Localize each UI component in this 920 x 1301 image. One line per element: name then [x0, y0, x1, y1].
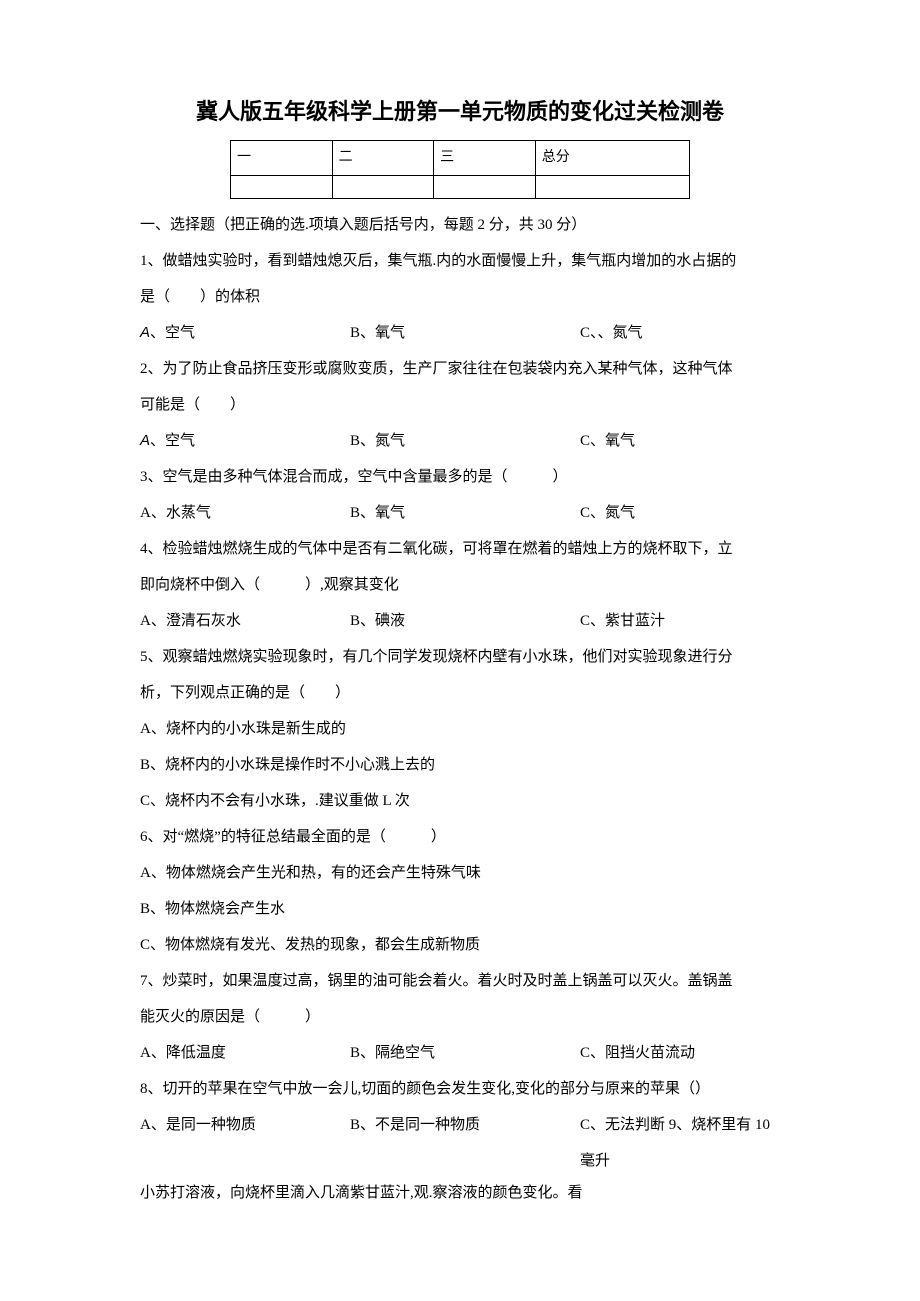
- question-8-stem: 8、切开的苹果在空气中放一会儿,切面的颜色会发生变化,变化的部分与原来的苹果（）: [140, 1071, 780, 1107]
- question-4-line1: 4、检验蜡烛燃烧生成的气体中是否有二氧化碳，可将罩在燃着的蜡烛上方的烧杯取下，立: [140, 531, 780, 567]
- q4-opt-b: B、碘液: [350, 603, 580, 639]
- q7-opt-a: A、降低温度: [140, 1035, 350, 1071]
- q3-opt-a: A、水蒸气: [140, 495, 350, 531]
- question-8-options: A、是同一种物质 B、不是同一种物质 C、无法判断 9、烧杯里有 10 毫升: [140, 1107, 780, 1179]
- question-3-stem: 3、空气是由多种气体混合而成，空气中含量最多的是（ ）: [140, 459, 780, 495]
- q5-opt-b: B、烧杯内的小水珠是操作时不小心溅上去的: [140, 747, 780, 783]
- question-1-line1: 1、做蜡烛实验时，看到蜡烛熄灭后，集气瓶.内的水面慢慢上升，集气瓶内增加的水占据…: [140, 243, 780, 279]
- q6-opt-b: B、物体燃烧会产生水: [140, 891, 780, 927]
- question-6-stem: 6、对“燃烧”的特征总结最全面的是（ ）: [140, 819, 780, 855]
- score-cell: [231, 175, 333, 198]
- score-col-total: 总分: [535, 141, 689, 176]
- q1-opt-b: B、氧气: [350, 315, 580, 351]
- q7-opt-c: C、阻挡火苗流动: [580, 1035, 780, 1071]
- q5-opt-c: C、烧杯内不会有小水珠，.建议重做 L 次: [140, 783, 780, 819]
- score-col-1: 一: [231, 141, 333, 176]
- score-cell: [535, 175, 689, 198]
- question-2-line2: 可能是（ ）: [140, 387, 780, 423]
- q2-opt-b: B、氮气: [350, 423, 580, 459]
- q3-opt-b: B、氧气: [350, 495, 580, 531]
- section-1-heading: 一、选择题（把正确的选.项填入题后括号内，每题 2 分，共 30 分）: [140, 207, 780, 243]
- q8-opt-c: C、无法判断 9、烧杯里有 10 毫升: [580, 1107, 780, 1179]
- question-2-line1: 2、为了防止食品挤压变形或腐败变质，生产厂家往往在包装袋内充入某种气体，这种气体: [140, 351, 780, 387]
- q1-opt-c: C、、氮气: [580, 315, 780, 351]
- q8-opt-a: A、是同一种物质: [140, 1107, 350, 1179]
- q7-opt-b: B、隔绝空气: [350, 1035, 580, 1071]
- question-4-line2: 即向烧杯中倒入（ ）,观察其变化: [140, 567, 780, 603]
- question-7-options: A、降低温度 B、隔绝空气 C、阻挡火苗流动: [140, 1035, 780, 1071]
- q3-opt-c: C、氮气: [580, 495, 780, 531]
- question-5-line2: 析，下列观点正确的是（ ）: [140, 675, 780, 711]
- score-col-3: 三: [434, 141, 536, 176]
- q2-opt-c: C、氧气: [580, 423, 780, 459]
- score-cell: [332, 175, 434, 198]
- q8-opt-b: B、不是同一种物质: [350, 1107, 580, 1179]
- q6-opt-c: C、物体燃烧有发光、发热的现象，都会生成新物质: [140, 927, 780, 963]
- question-9-tail: 小苏打溶液，向烧杯里滴入几滴紫甘蓝汁,观.察溶液的颜色变化。看: [140, 1181, 780, 1205]
- q2-opt-a: 、空气: [150, 433, 195, 449]
- score-table: 一 二 三 总分: [230, 140, 690, 199]
- question-2-options: A、空气 B、氮气 C、氧气: [140, 423, 780, 459]
- q1-opt-a: 、空气: [150, 325, 195, 341]
- question-3-options: A、水蒸气 B、氧气 C、氮气: [140, 495, 780, 531]
- score-cell: [434, 175, 536, 198]
- question-1-line2: 是（ ）的体积: [140, 279, 780, 315]
- question-7-line2: 能灭火的原因是（ ）: [140, 999, 780, 1035]
- question-7-line1: 7、炒菜时，如果温度过高，锅里的油可能会着火。着火时及时盖上锅盖可以灭火。盖锅盖: [140, 963, 780, 999]
- q4-opt-c: C、紫甘蓝汁: [580, 603, 780, 639]
- q4-opt-a: A、澄清石灰水: [140, 603, 350, 639]
- q5-opt-a: A、烧杯内的小水珠是新生成的: [140, 711, 780, 747]
- question-1-options: A、空气 B、氧气 C、、氮气: [140, 315, 780, 351]
- page-title: 冀人版五年级科学上册第一单元物质的变化过关检测卷: [140, 95, 780, 128]
- question-5-line1: 5、观察蜡烛燃烧实验现象时，有几个同学发现烧杯内壁有小水珠，他们对实验现象进行分: [140, 639, 780, 675]
- score-col-2: 二: [332, 141, 434, 176]
- q6-opt-a: A、物体燃烧会产生光和热，有的还会产生特殊气味: [140, 855, 780, 891]
- question-4-options: A、澄清石灰水 B、碘液 C、紫甘蓝汁: [140, 603, 780, 639]
